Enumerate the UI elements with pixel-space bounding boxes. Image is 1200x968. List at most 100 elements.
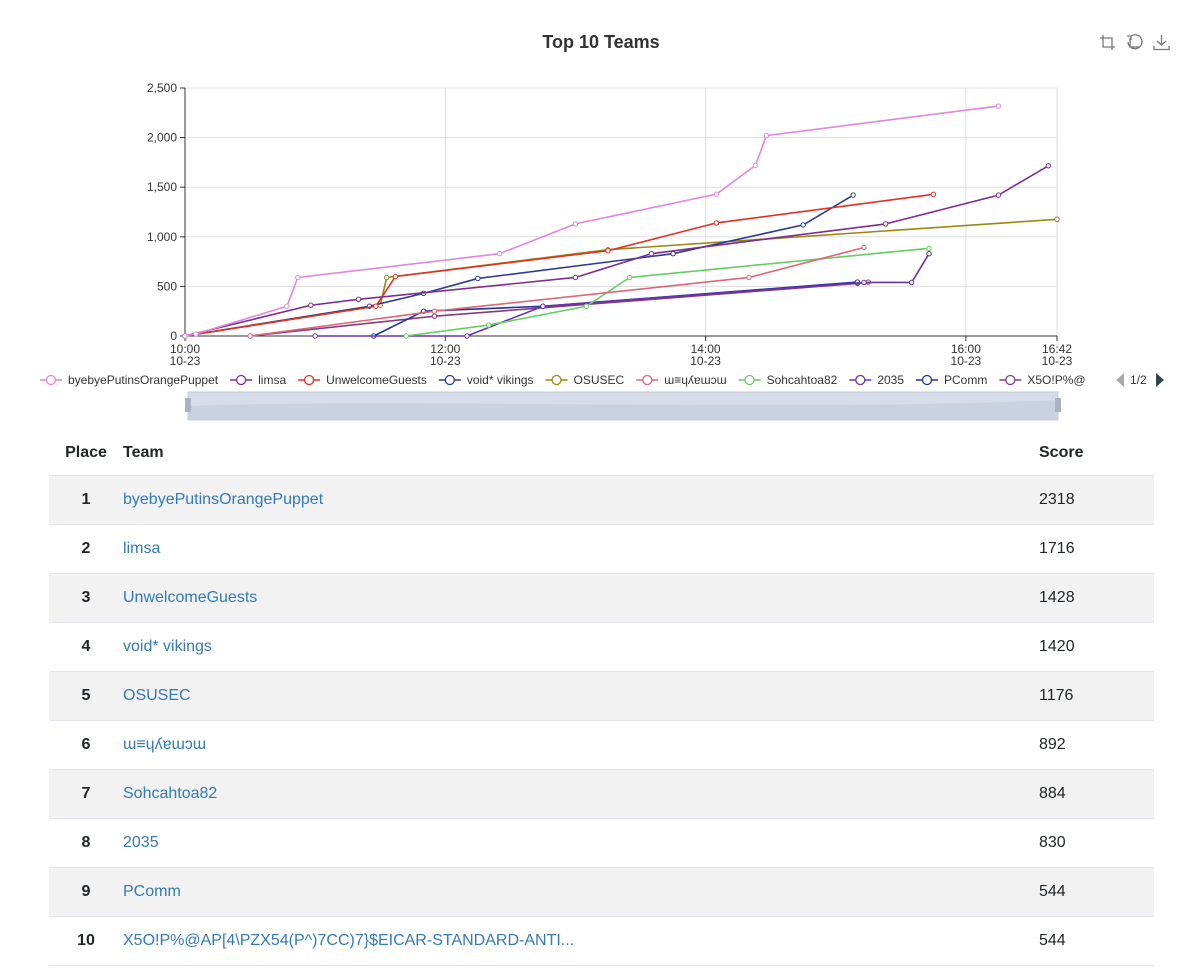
zoom-reset-icon[interactable]	[1126, 34, 1143, 51]
data-point[interactable]	[312, 333, 318, 339]
data-point[interactable]	[713, 191, 720, 197]
data-point[interactable]	[800, 222, 806, 228]
data-point[interactable]	[355, 296, 362, 302]
data-point[interactable]	[247, 333, 253, 339]
data-point[interactable]	[648, 250, 655, 257]
data-point[interactable]	[384, 274, 390, 281]
x-tick-label-date: 10-23	[1042, 354, 1073, 368]
download-icon[interactable]	[1153, 34, 1170, 51]
team-link[interactable]: 2035	[123, 834, 159, 851]
data-point[interactable]	[882, 221, 889, 227]
team-link[interactable]: limsa	[123, 540, 161, 557]
data-point[interactable]	[182, 333, 188, 339]
data-point[interactable]	[284, 303, 290, 309]
legend-label: PComm	[944, 373, 987, 387]
series-line[interactable]	[406, 247, 930, 337]
data-point[interactable]	[995, 103, 1002, 109]
data-point[interactable]	[930, 191, 937, 198]
data-point[interactable]	[713, 220, 720, 226]
legend-item[interactable]: byebyePutinsOrangePuppet	[40, 373, 219, 387]
data-point[interactable]	[670, 250, 676, 257]
data-point[interactable]	[496, 250, 503, 257]
team-cell: limsa	[123, 524, 1039, 574]
series-1[interactable]	[182, 163, 1052, 339]
data-point[interactable]	[295, 274, 301, 281]
data-point[interactable]	[572, 221, 579, 227]
legend-circle-icon	[235, 374, 247, 386]
series-4[interactable]	[182, 216, 1060, 339]
legend-item[interactable]: X5O!P%@	[999, 373, 1086, 387]
data-point[interactable]	[926, 245, 932, 252]
data-point[interactable]	[850, 192, 856, 198]
y-tick-label: 1,500	[147, 180, 177, 194]
legend-item[interactable]: OSUSEC	[545, 373, 625, 387]
legend-prev-icon[interactable]	[1116, 373, 1124, 387]
data-point[interactable]	[485, 322, 492, 328]
data-point[interactable]	[373, 303, 379, 309]
legend-item[interactable]: void* vikings	[438, 373, 534, 387]
legend-label: 2035	[877, 373, 904, 387]
data-point[interactable]	[626, 274, 633, 281]
data-point[interactable]	[908, 279, 915, 286]
team-link[interactable]: UnwelcomeGuests	[123, 589, 258, 606]
data-point[interactable]	[392, 273, 399, 280]
legend-circle-icon	[444, 374, 455, 386]
series-line[interactable]	[249, 246, 865, 337]
data-zoom-handle-right[interactable]	[1055, 398, 1061, 412]
data-zoom-handle-left[interactable]	[185, 398, 191, 412]
score-cell: 1716	[1039, 524, 1154, 574]
data-point[interactable]	[995, 192, 1002, 198]
data-point[interactable]	[193, 331, 199, 337]
data-point[interactable]	[605, 247, 611, 254]
table-row: 8 2035 830	[49, 818, 1154, 868]
zoom-icon[interactable]	[1099, 34, 1116, 51]
y-tick-label: 2,000	[147, 131, 177, 145]
series-0[interactable]	[182, 103, 1002, 339]
data-point[interactable]	[464, 333, 470, 339]
data-point[interactable]	[403, 333, 409, 339]
data-point[interactable]	[572, 274, 579, 281]
series-line[interactable]	[184, 165, 1049, 337]
data-point[interactable]	[746, 274, 752, 281]
team-link[interactable]: X5O!P%@AP[4\PZX54(P^)7CC)7}$EICAR-STANDA…	[123, 932, 575, 949]
data-point[interactable]	[540, 303, 546, 309]
series-line[interactable]	[184, 193, 934, 337]
legend-item[interactable]: limsa	[230, 373, 286, 387]
team-link[interactable]: void* vikings	[123, 638, 212, 655]
series-6[interactable]	[403, 245, 932, 339]
legend-circle-icon	[744, 374, 755, 386]
data-point[interactable]	[583, 303, 589, 309]
series-line[interactable]	[249, 281, 869, 337]
data-point[interactable]	[926, 250, 932, 257]
data-point[interactable]	[1054, 216, 1060, 223]
data-point[interactable]	[431, 308, 438, 314]
series-line[interactable]	[315, 253, 930, 337]
data-point[interactable]	[308, 302, 314, 308]
legend-item[interactable]: Sohcahtoa82	[738, 373, 838, 387]
series-line[interactable]	[184, 105, 999, 337]
team-link[interactable]: Sohcahtoa82	[123, 785, 218, 802]
legend-item[interactable]: ɯ≡ɥʎɐɯɔɯ	[636, 373, 727, 387]
team-link[interactable]: OSUSEC	[123, 687, 191, 704]
legend-item[interactable]: PComm	[916, 373, 987, 387]
y-tick-label: 0	[170, 329, 177, 343]
series-7[interactable]	[312, 250, 932, 339]
legend-next-icon[interactable]	[1156, 373, 1164, 387]
data-point[interactable]	[431, 313, 438, 319]
score-cell: 830	[1039, 818, 1154, 868]
data-point[interactable]	[861, 244, 867, 251]
data-point[interactable]	[763, 132, 770, 139]
team-link[interactable]: ɯ≡ɥʎɐɯɔɯ	[123, 736, 207, 753]
plot-area	[184, 87, 1058, 337]
data-point[interactable]	[475, 275, 481, 282]
team-link[interactable]: byebyePutinsOrangePuppet	[123, 491, 324, 508]
data-point[interactable]	[752, 162, 759, 169]
legend-item[interactable]: UnwelcomeGuests	[298, 373, 427, 387]
data-zoom-slider[interactable]	[185, 391, 1061, 421]
legend-item[interactable]: 2035	[849, 373, 904, 387]
legend-circle-icon	[642, 374, 653, 386]
data-point[interactable]	[1045, 163, 1052, 169]
team-link[interactable]: PComm	[123, 883, 181, 900]
data-point[interactable]	[861, 279, 867, 286]
series-5[interactable]	[247, 244, 867, 339]
